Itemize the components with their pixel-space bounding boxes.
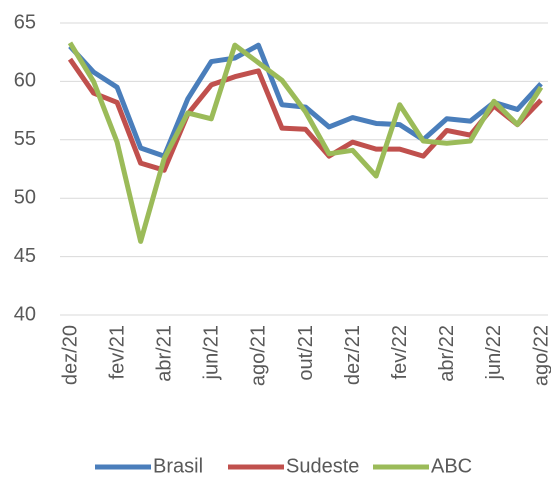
x-tick-label: jun/22 (483, 325, 505, 381)
y-tick-label: 60 (14, 70, 36, 92)
y-tick-label: 40 (14, 303, 36, 325)
y-tick-label: 50 (14, 186, 36, 208)
series-line (68, 42, 543, 159)
y-tick-label: 65 (14, 11, 36, 33)
legend-label: ABC (431, 455, 472, 477)
lines (67, 41, 544, 244)
x-tick-label: dez/20 (59, 325, 81, 385)
legend-label: Sudeste (286, 455, 359, 477)
x-tick-label: dez/21 (342, 325, 364, 385)
x-tick-label: jun/21 (201, 325, 223, 381)
series-line (67, 41, 544, 244)
x-tick-label: out/21 (295, 325, 317, 381)
y-tick-label: 45 (14, 245, 36, 267)
labels: 40 45 50 55 60 65 dez/20 fev/21 abr/21 jun/21 ago/… (14, 11, 551, 386)
series-line (67, 57, 543, 173)
grid (60, 22, 548, 316)
x-tick-label: abr/21 (153, 325, 175, 382)
x-tick-label: ago/21 (248, 325, 270, 386)
legend-label: Brasil (153, 455, 203, 477)
y-tick-label: 55 (14, 128, 36, 150)
legend: Brasil Sudeste ABC (95, 455, 472, 477)
x-tick-label: fev/21 (106, 325, 128, 379)
x-tick-label: fev/22 (389, 325, 411, 379)
x-tick-label: ago/22 (530, 325, 551, 386)
x-tick-label: abr/22 (436, 325, 458, 382)
